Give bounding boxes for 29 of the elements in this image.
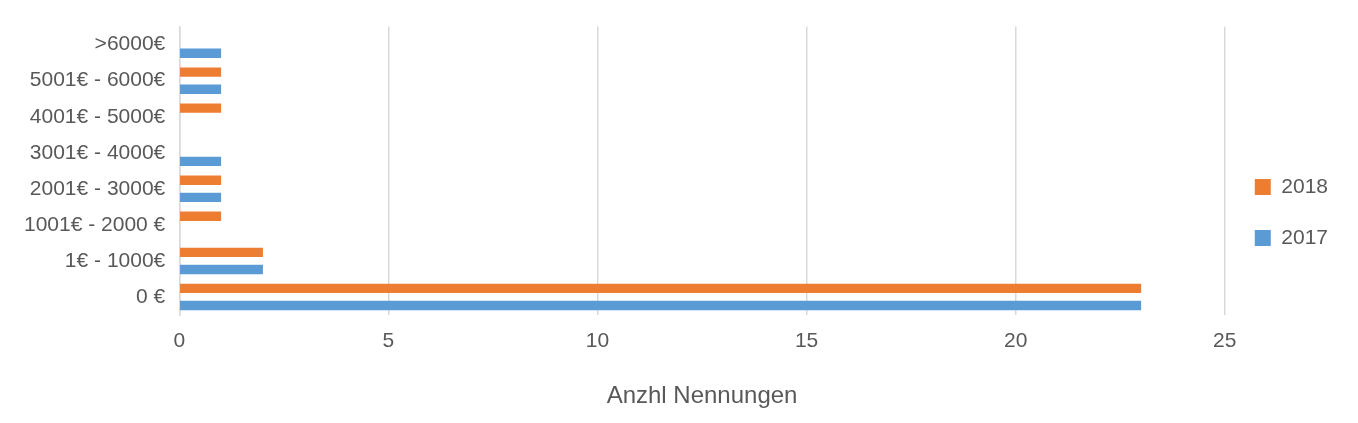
bar — [180, 175, 222, 185]
x-tick-label: 5 — [382, 328, 395, 352]
bar — [180, 192, 222, 203]
y-tick-label: 0 € — [136, 283, 166, 307]
x-tick-label: 0 — [173, 328, 186, 352]
bar — [180, 67, 222, 77]
bar — [180, 264, 263, 275]
bar — [180, 283, 1142, 294]
y-tick-label: 1€ - 1000€ — [64, 247, 166, 271]
x-tick-label: 25 — [1213, 328, 1237, 352]
y-tick-label: >6000€ — [94, 31, 166, 55]
y-tick-label: 4001€ - 5000€ — [29, 103, 166, 127]
bar — [180, 103, 222, 113]
bar — [180, 156, 222, 167]
bar — [180, 247, 263, 258]
x-tick-label: 20 — [1004, 328, 1028, 352]
bar — [180, 300, 1142, 311]
y-tick-label: 3001€ - 4000€ — [29, 139, 166, 163]
y-tick-label: 5001€ - 6000€ — [29, 67, 166, 91]
y-tick-label: 2001€ - 3000€ — [29, 175, 166, 199]
y-tick-label: 1001€ - 2000 € — [23, 211, 166, 235]
bar — [180, 84, 222, 94]
x-tick-label: 15 — [794, 328, 819, 352]
legend-label: 2017 — [1281, 224, 1328, 248]
bar — [180, 48, 222, 58]
bar — [180, 211, 222, 222]
legend-label: 2018 — [1281, 173, 1328, 197]
x-axis-title: Anzhl Nennungen — [606, 381, 798, 409]
x-tick-label: 10 — [585, 328, 610, 352]
